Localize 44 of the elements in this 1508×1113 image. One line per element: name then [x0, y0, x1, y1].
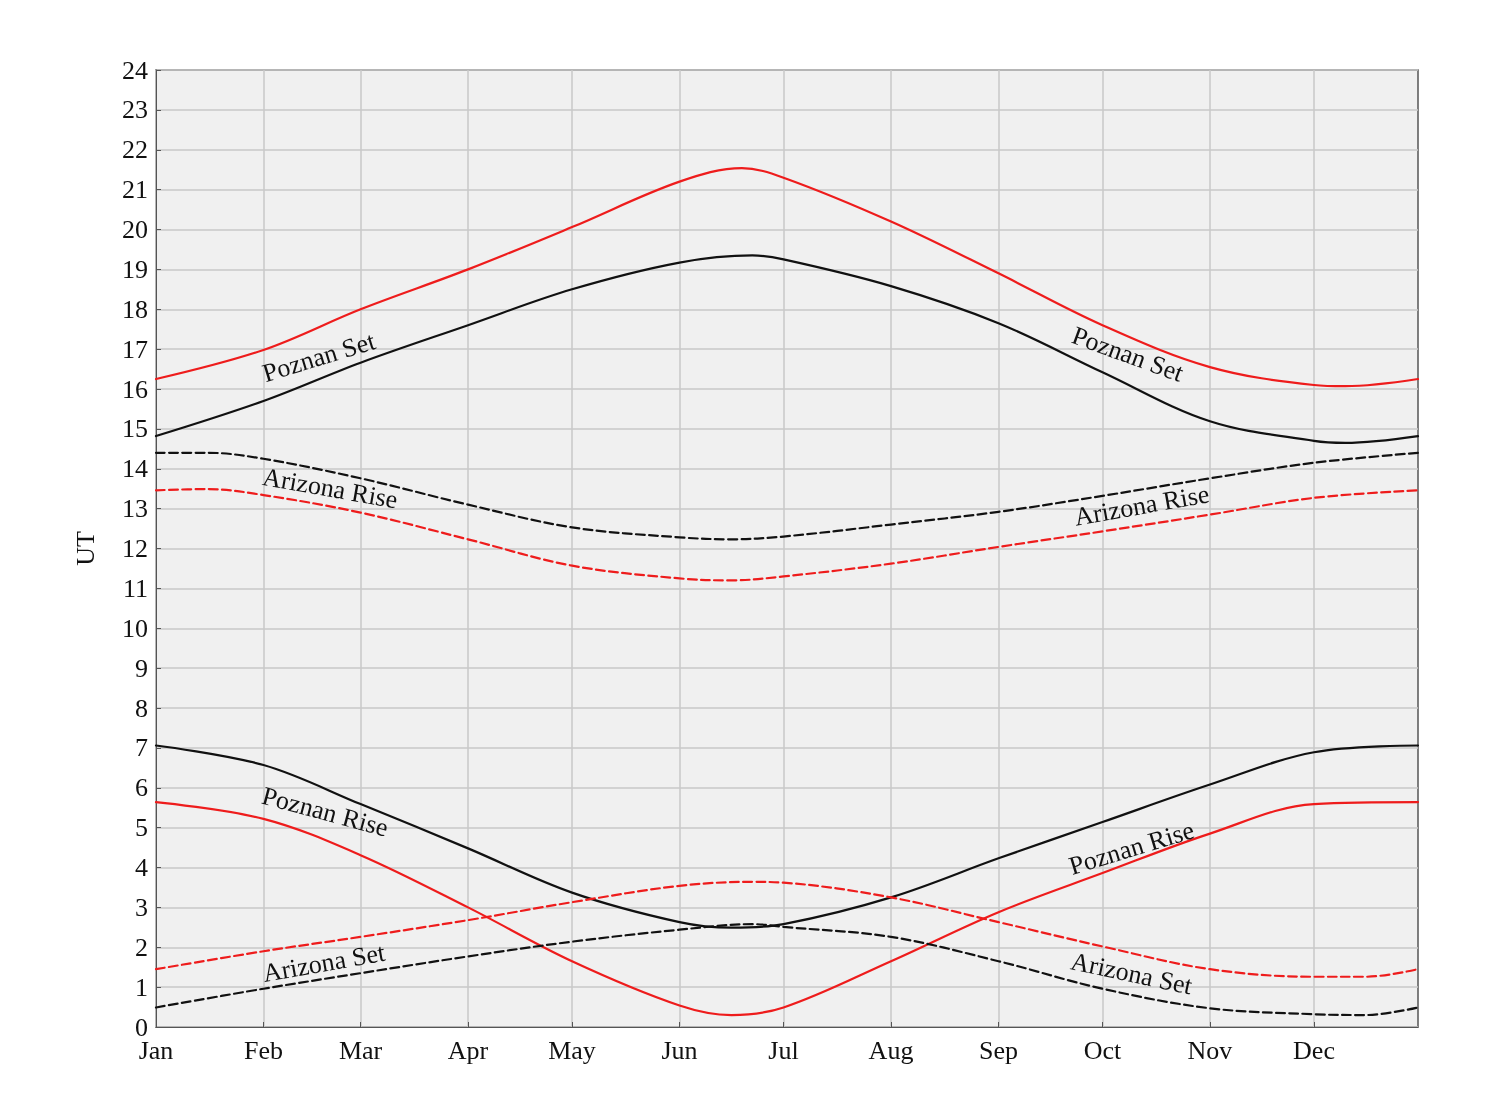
y-tick-label: 13 [122, 494, 148, 524]
y-tick-label: 3 [135, 892, 148, 922]
annotation: Poznan Rise [1065, 815, 1198, 881]
x-tick-label: Dec [1293, 1035, 1335, 1065]
y-tick-label: 21 [122, 175, 148, 205]
x-tick-label: Feb [243, 1035, 283, 1065]
y-tick-label: 5 [135, 813, 148, 843]
y-tick-label: 16 [122, 374, 148, 404]
y-tick-label: 2 [135, 932, 148, 962]
annotation: Arizona Set [1068, 946, 1196, 1001]
y-tick-label: 19 [122, 254, 148, 284]
y-tick-label: 24 [122, 55, 148, 85]
annotation: Arizona Rise [1071, 479, 1212, 532]
x-tick-label: Sep [978, 1035, 1018, 1065]
y-tick-label: 15 [122, 414, 148, 444]
x-tick-label: Nov [1187, 1035, 1233, 1065]
annotation: Poznan Set [1068, 320, 1189, 388]
y-tick-label: 8 [135, 693, 148, 723]
y-axis-title: UT [70, 531, 100, 566]
y-tick-label: 17 [122, 334, 148, 364]
y-tick-label: 4 [135, 853, 148, 882]
x-tick-label: Aug [868, 1035, 914, 1065]
annotation: Arizona Set [260, 937, 388, 988]
x-tick-label: Apr [447, 1035, 489, 1065]
y-tick-label: 14 [122, 454, 148, 484]
x-tick-label: May [548, 1035, 596, 1065]
y-tick-label: 20 [122, 215, 148, 244]
y-tick-label: 12 [122, 534, 148, 563]
y-tick-label: 7 [135, 733, 148, 763]
y-tick-label: 11 [122, 573, 148, 603]
y-tick-label: 10 [122, 613, 148, 643]
y-tick-label: 9 [135, 653, 148, 683]
annotation: Poznan Rise [258, 780, 392, 843]
annotation: Poznan Set [259, 326, 380, 388]
y-tick-label: 18 [122, 294, 148, 324]
x-tick-label: Jun [661, 1035, 698, 1065]
y-tick-label: 6 [135, 773, 148, 803]
x-tick-label: Mar [338, 1035, 383, 1065]
x-tick-label: Oct [1083, 1035, 1123, 1065]
y-tick-label: 22 [122, 135, 148, 165]
y-tick-label: 1 [135, 972, 148, 1002]
x-tick-label: Jul [768, 1035, 799, 1065]
annotation: Arizona Rise [260, 462, 400, 515]
y-tick-label: 23 [122, 95, 148, 125]
